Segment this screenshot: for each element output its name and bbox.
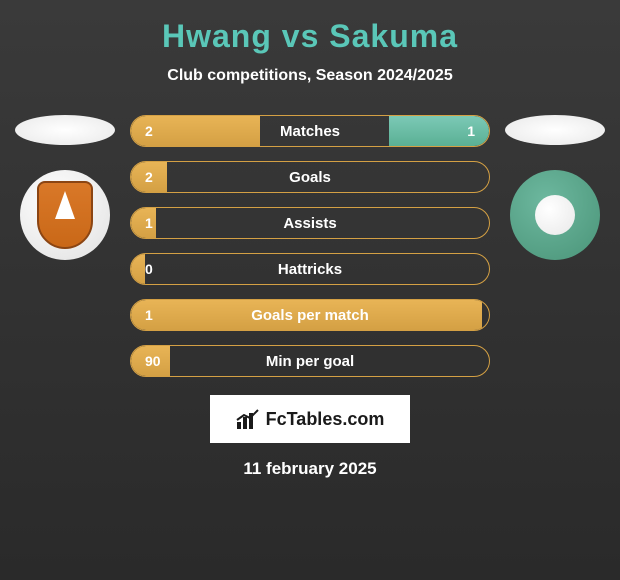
stat-left-value: 0 bbox=[145, 261, 153, 277]
stat-label: Goals bbox=[289, 169, 331, 186]
stat-left-value: 1 bbox=[145, 307, 153, 323]
right-club-badge bbox=[510, 170, 600, 260]
stat-label: Goals per match bbox=[251, 307, 369, 324]
left-club-badge bbox=[20, 170, 110, 260]
right-club-inner-icon bbox=[535, 195, 575, 235]
left-player-avatar bbox=[15, 115, 115, 145]
left-side bbox=[10, 115, 120, 260]
footer-brand-logo[interactable]: FcTables.com bbox=[210, 395, 410, 443]
stat-label: Matches bbox=[280, 123, 340, 140]
stat-row-matches: 2 Matches 1 bbox=[130, 115, 490, 147]
stat-left-value: 90 bbox=[145, 353, 161, 369]
footer-date: 11 february 2025 bbox=[0, 459, 620, 479]
stat-label: Min per goal bbox=[266, 353, 354, 370]
stat-row-mpg: 90 Min per goal bbox=[130, 345, 490, 377]
stat-left-value: 2 bbox=[145, 123, 153, 139]
page-title: Hwang vs Sakuma bbox=[0, 18, 620, 55]
footer-brand-text: FcTables.com bbox=[266, 409, 385, 430]
right-side bbox=[500, 115, 610, 260]
stat-row-goals: 2 Goals bbox=[130, 161, 490, 193]
right-player-avatar bbox=[505, 115, 605, 145]
stat-left-value: 2 bbox=[145, 169, 153, 185]
chart-icon bbox=[236, 409, 260, 429]
left-club-shield-icon bbox=[37, 181, 93, 249]
stat-right-value: 1 bbox=[467, 123, 475, 139]
stat-row-assists: 1 Assists bbox=[130, 207, 490, 239]
stats-table: 2 Matches 1 2 Goals 1 Assists bbox=[130, 115, 490, 377]
stat-row-gpm: 1 Goals per match bbox=[130, 299, 490, 331]
main-container: Hwang vs Sakuma Club competitions, Seaso… bbox=[0, 0, 620, 489]
stat-fill-left bbox=[131, 254, 145, 284]
stat-row-hattricks: 0 Hattricks bbox=[130, 253, 490, 285]
page-subtitle: Club competitions, Season 2024/2025 bbox=[0, 67, 620, 85]
stat-left-value: 1 bbox=[145, 215, 153, 231]
stat-label: Assists bbox=[283, 215, 336, 232]
stat-label: Hattricks bbox=[278, 261, 342, 278]
comparison-content: 2 Matches 1 2 Goals 1 Assists bbox=[0, 115, 620, 377]
